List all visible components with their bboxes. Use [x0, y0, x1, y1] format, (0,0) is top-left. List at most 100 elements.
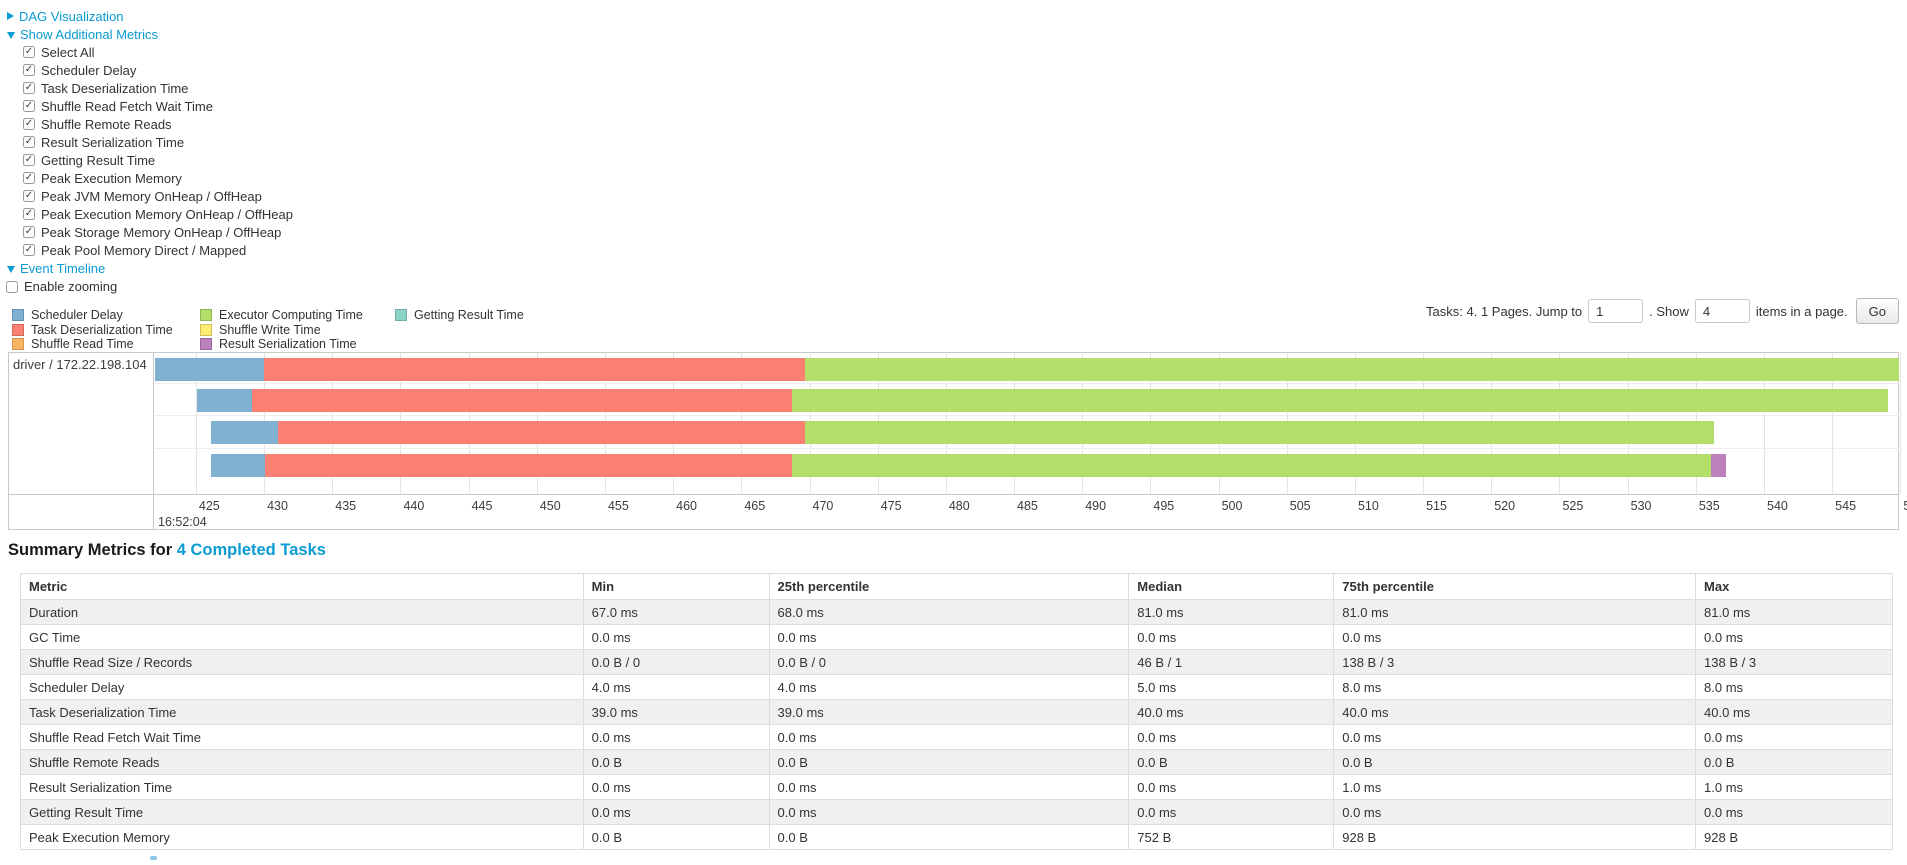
metric-value-cell: 4.0 ms: [582, 674, 770, 700]
metric-checkbox-label: Shuffle Remote Reads: [41, 116, 172, 132]
metric-value-cell: 39.0 ms: [768, 699, 1130, 725]
timeline-task4-segment-executor-computing[interactable]: [791, 454, 1711, 477]
metric-name-cell: Result Serialization Time: [20, 774, 584, 800]
timeline-task4-segment-result-serialization[interactable]: [1710, 454, 1726, 477]
metric-name-cell: Shuffle Read Size / Records: [20, 649, 584, 675]
dag-visualization-link[interactable]: DAG Visualization: [19, 8, 124, 24]
metric-value-cell: 8.0 ms: [1695, 674, 1893, 700]
timeline-task4-segment-task-deserialization[interactable]: [265, 454, 792, 477]
metric-value-cell: 0.0 ms: [582, 799, 770, 825]
checkbox-peak-execution-memory[interactable]: ✓: [23, 172, 35, 184]
axis-tick-label: 440: [403, 499, 425, 513]
timeline-task1-segment-scheduler-delay[interactable]: [155, 358, 265, 381]
timeline-axis-line: [9, 494, 1898, 495]
metric-value-cell: 0.0 ms: [582, 724, 770, 750]
timeline-task4-segment-scheduler-delay[interactable]: [210, 454, 266, 477]
checkbox-peak-execution-memory-onheap-offheap[interactable]: ✓: [23, 208, 35, 220]
summary-title-text: Summary Metrics for: [8, 541, 177, 559]
table-row-result-serialization-time: Result Serialization Time 0.0 ms 0.0 ms 0.0…: [20, 774, 1893, 800]
table-row-shuffle-read-fetch-wait-time: Shuffle Read Fetch Wait Time 0.0 ms 0.0 ms…: [20, 724, 1893, 750]
metric-value-cell: 0.0 B / 0: [582, 649, 770, 675]
metric-value-cell: 0.0 ms: [1695, 799, 1893, 825]
axis-tick-label: 455: [607, 499, 629, 513]
timeline-task3-segment-executor-computing[interactable]: [805, 421, 1714, 444]
timeline-group-column: driver / 172.22.198.104: [9, 353, 154, 529]
legend-item-executor-computing-time: Executor Computing Time: [200, 308, 395, 323]
table-row-peak-execution-memory: Peak Execution Memory 0.0 B 0.0 B 752 B 928 …: [20, 824, 1893, 850]
timeline-task1-segment-task-deserialization[interactable]: [264, 358, 806, 381]
metric-checkbox-row-peak-storage-memory-onheap-offheap: ✓ Peak Storage Memory OnHeap / OffHeap: [0, 223, 293, 241]
axis-tick-label: 490: [1085, 499, 1107, 513]
task-pagination: Tasks: 4. 1 Pages. Jump to . Show items …: [1426, 296, 1899, 326]
metric-checkbox-row-peak-execution-memory-onheap-offheap: ✓ Peak Execution Memory OnHeap / OffHeap: [0, 205, 293, 223]
metric-checkbox-label: Select All: [41, 44, 95, 60]
checkbox-task-deserialization-time[interactable]: ✓: [23, 82, 35, 94]
timeline-task2-segment-task-deserialization[interactable]: [251, 389, 792, 412]
axis-tick-label: 430: [267, 499, 288, 513]
metric-value-cell: 81.0 ms: [1695, 599, 1893, 625]
axis-tick-label: 480: [948, 499, 970, 513]
metric-checkbox-row-shuffle-remote-reads: ✓ Shuffle Remote Reads: [0, 115, 293, 133]
event-timeline-link[interactable]: Event Timeline: [20, 260, 106, 276]
legend-item-task-deserialization-time: Task Deserialization Time: [12, 323, 200, 338]
legend-item-result-serialization-time: Result Serialization Time: [200, 337, 395, 352]
legend-column: Getting Result Time: [395, 308, 524, 352]
metric-checkbox-label: Peak Execution Memory: [41, 170, 182, 186]
checkbox-peak-storage-memory-onheap-offheap[interactable]: ✓: [23, 226, 35, 238]
axis-gridline: [195, 353, 197, 494]
metric-value-cell: 0.0 ms: [768, 799, 1130, 825]
axis-tick-label: 525: [1562, 499, 1584, 513]
metric-checkbox-label: Scheduler Delay: [41, 62, 137, 78]
legend-item-getting-result-time: Getting Result Time: [395, 308, 524, 323]
show-additional-metrics-link[interactable]: Show Additional Metrics: [20, 26, 159, 42]
checkbox-getting-result-time[interactable]: ✓: [23, 154, 35, 166]
axis-tick-label: 435: [335, 499, 357, 513]
completed-tasks-link[interactable]: 4 Completed Tasks: [176, 541, 326, 559]
metric-value-cell: 928 B: [1333, 824, 1697, 850]
timeline-legend: Scheduler Delay Task Deserialization Time…: [12, 308, 524, 352]
dag-visualization-toggle[interactable]: DAG Visualization: [0, 7, 293, 25]
axis-tick-label: 505: [1289, 499, 1311, 513]
metric-value-cell: 0.0 ms: [768, 624, 1130, 650]
table-header-row: Metric Min 25th percentile Median 75th perce…: [20, 573, 1893, 600]
enable-zooming-checkbox[interactable]: [6, 280, 18, 293]
timeline-task2-segment-scheduler-delay[interactable]: [197, 389, 252, 412]
checkbox-shuffle-read-fetch-wait-time[interactable]: ✓: [23, 100, 35, 112]
timeline-row-separator: [155, 448, 1899, 449]
jump-to-page-input[interactable]: [1588, 299, 1644, 323]
metric-value-cell: 67.0 ms: [582, 599, 770, 625]
items-per-page-input[interactable]: [1694, 299, 1750, 323]
checkbox-peak-jvm-memory-onheap-offheap[interactable]: ✓: [23, 190, 35, 202]
checkbox-peak-pool-memory-direct-mapped[interactable]: ✓: [23, 244, 35, 256]
pagination-items-text: items in a page.: [1755, 303, 1848, 319]
metric-value-cell: 68.0 ms: [768, 599, 1130, 625]
checkbox-select-all[interactable]: ✓: [23, 46, 35, 58]
metric-value-cell: 0.0 ms: [768, 774, 1130, 800]
checkbox-result-serialization-time[interactable]: ✓: [23, 136, 35, 148]
timeline-task3-segment-task-deserialization[interactable]: [277, 421, 806, 444]
timeline-task3-segment-scheduler-delay[interactable]: [210, 421, 278, 444]
timeline-row-separator: [155, 415, 1899, 416]
timeline-task2-segment-executor-computing[interactable]: [791, 389, 1889, 412]
checkbox-scheduler-delay[interactable]: ✓: [23, 64, 35, 76]
show-additional-metrics-toggle[interactable]: Show Additional Metrics: [0, 25, 293, 43]
checkbox-shuffle-remote-reads[interactable]: ✓: [23, 118, 35, 130]
legend-label: Result Serialization Time: [219, 337, 357, 352]
chevron-down-icon: [7, 31, 15, 39]
metric-checkbox-row-result-serialization-time: ✓ Result Serialization Time: [0, 133, 293, 151]
metric-name-cell: Getting Result Time: [20, 799, 584, 825]
metric-checkbox-label: Peak JVM Memory OnHeap / OffHeap: [41, 188, 262, 204]
metric-value-cell: 0.0 ms: [1333, 799, 1697, 825]
metric-value-cell: 0.0 ms: [768, 724, 1130, 750]
metric-name-cell: GC Time: [20, 624, 584, 650]
column-header-metric: Metric: [20, 573, 584, 600]
legend-label: Task Deserialization Time: [31, 322, 173, 337]
axis-tick-label: 450: [539, 499, 561, 513]
timeline-task1-segment-executor-computing[interactable]: [805, 358, 1899, 381]
pagination-summary-text: Tasks: 4. 1 Pages. Jump to: [1426, 303, 1583, 319]
event-timeline-toggle[interactable]: Event Timeline: [0, 259, 293, 277]
metric-value-cell: 4.0 ms: [768, 674, 1130, 700]
go-button[interactable]: Go: [1855, 298, 1899, 324]
legend-column: Executor Computing Time Shuffle Write Tim…: [200, 308, 395, 352]
metric-value-cell: 81.0 ms: [1128, 599, 1335, 625]
